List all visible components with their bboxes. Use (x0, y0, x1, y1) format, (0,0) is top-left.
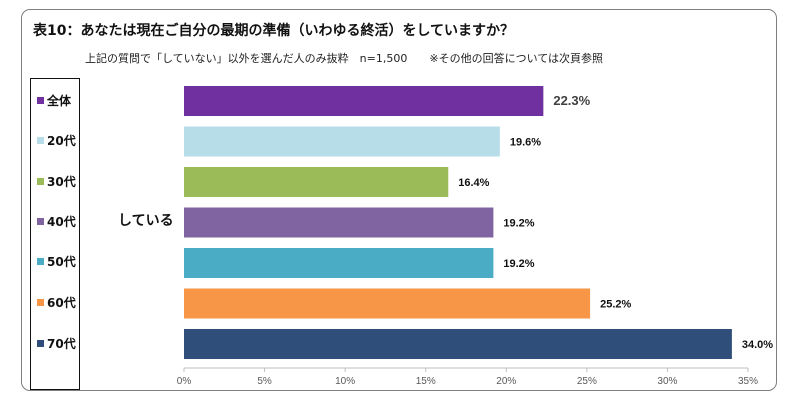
bar (184, 86, 544, 116)
data-label: 16.4% (458, 177, 489, 189)
data-label: 34.0% (742, 339, 773, 351)
legend-item-20s: 20代 (37, 130, 76, 150)
legend-label: 50代 (47, 254, 76, 269)
legend-label: 40代 (47, 214, 76, 229)
data-label: 22.3% (553, 93, 590, 108)
data-label: 25.2% (600, 299, 631, 311)
category-label: している (118, 213, 174, 229)
legend-label: 70代 (47, 336, 76, 351)
legend-swatch (37, 96, 44, 104)
legend-swatch (37, 257, 44, 265)
legend-swatch (37, 298, 44, 306)
x-tick-label: 30% (657, 376, 677, 387)
x-tick-label: 15% (416, 376, 436, 387)
x-tick-label: 25% (577, 376, 597, 387)
bar (184, 248, 494, 278)
x-tick-label: 35% (738, 376, 758, 387)
bar (184, 126, 500, 157)
legend-swatch (37, 177, 44, 185)
x-tick-label: 5% (257, 376, 272, 387)
bar (184, 167, 449, 197)
legend-item-70s: 70代 (37, 333, 76, 353)
legend-item-50s: 50代 (37, 251, 76, 271)
legend: 全体 20代 30代 40代 50代 60代 70代 (30, 78, 80, 390)
chart-subtitle: 上記の質問で「していない」以外を選んだ人のみ抜粋 n=1,500 ※その他の回答… (85, 52, 604, 65)
x-tick-label: 20% (496, 376, 516, 387)
x-tick-label: 10% (335, 376, 355, 387)
data-label: 19.2% (503, 218, 534, 230)
legend-swatch (37, 217, 44, 225)
bar (184, 329, 732, 359)
legend-label: 全体 (47, 93, 72, 108)
chart-frame (21, 9, 777, 391)
legend-swatch (37, 339, 44, 347)
chart-title: 表10：あなたは現在ご自分の最期の準備（いわゆる終活）をしていますか？ (33, 23, 515, 39)
legend-swatch (37, 136, 44, 144)
legend-item-30s: 30代 (37, 171, 76, 191)
bar (184, 207, 494, 238)
legend-label: 20代 (47, 133, 76, 148)
data-label: 19.6% (510, 137, 541, 149)
legend-item-60s: 60代 (37, 292, 76, 312)
legend-label: 60代 (47, 295, 76, 310)
x-tick-label: 0% (177, 376, 192, 387)
legend-item-all: 全体 (37, 90, 71, 110)
legend-item-40s: 40代 (37, 211, 76, 231)
data-label: 19.2% (503, 258, 534, 270)
bar (184, 288, 591, 319)
legend-label: 30代 (47, 174, 76, 189)
